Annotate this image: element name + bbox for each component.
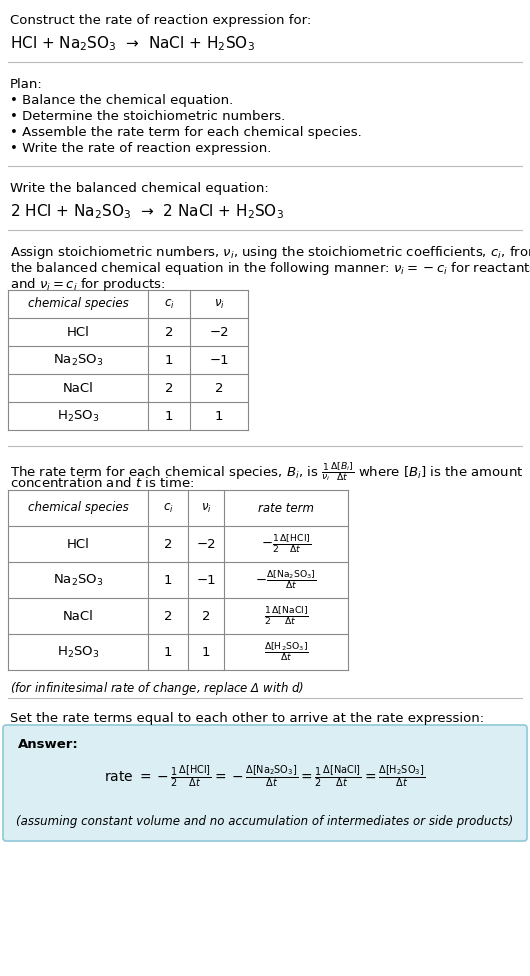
Text: 2: 2 [164,609,172,623]
Text: Set the rate terms equal to each other to arrive at the rate expression:: Set the rate terms equal to each other t… [10,712,484,725]
Text: • Write the rate of reaction expression.: • Write the rate of reaction expression. [10,142,271,155]
Text: $-\frac{\Delta[\mathrm{Na_2SO_3}]}{\Delta t}$: $-\frac{\Delta[\mathrm{Na_2SO_3}]}{\Delt… [255,569,317,591]
Text: $\nu_i$: $\nu_i$ [214,298,224,310]
Text: and $\nu_i = c_i$ for products:: and $\nu_i = c_i$ for products: [10,276,165,293]
Text: 2 HCl + Na$_2$SO$_3$  →  2 NaCl + H$_2$SO$_3$: 2 HCl + Na$_2$SO$_3$ → 2 NaCl + H$_2$SO$… [10,202,284,221]
Text: concentration and $t$ is time:: concentration and $t$ is time: [10,476,194,490]
Text: • Balance the chemical equation.: • Balance the chemical equation. [10,94,233,107]
Text: 2: 2 [202,609,210,623]
Text: −1: −1 [209,353,229,367]
Text: H$_2$SO$_3$: H$_2$SO$_3$ [57,408,99,424]
Text: H$_2$SO$_3$: H$_2$SO$_3$ [57,644,99,660]
Text: HCl: HCl [67,538,90,550]
Text: HCl: HCl [67,326,90,339]
Text: rate term: rate term [258,502,314,514]
Text: $\frac{1}{2}\frac{\Delta[\mathrm{NaCl}]}{\Delta t}$: $\frac{1}{2}\frac{\Delta[\mathrm{NaCl}]}… [263,605,308,627]
Text: 1: 1 [164,645,172,659]
Text: 1: 1 [202,645,210,659]
FancyBboxPatch shape [3,725,527,841]
Text: $c_i$: $c_i$ [164,298,174,310]
Text: $\frac{\Delta[\mathrm{H_2SO_3}]}{\Delta t}$: $\frac{\Delta[\mathrm{H_2SO_3}]}{\Delta … [263,640,308,664]
Text: chemical species: chemical species [28,298,128,310]
Text: Plan:: Plan: [10,78,43,91]
Text: chemical species: chemical species [28,502,128,514]
Text: NaCl: NaCl [63,609,93,623]
Text: 1: 1 [165,353,173,367]
Text: 2: 2 [165,382,173,394]
Text: Answer:: Answer: [18,738,79,751]
Text: 2: 2 [165,326,173,339]
Text: (assuming constant volume and no accumulation of intermediates or side products): (assuming constant volume and no accumul… [16,816,514,829]
Text: 1: 1 [215,410,223,423]
Text: Construct the rate of reaction expression for:: Construct the rate of reaction expressio… [10,14,311,27]
Text: Write the balanced chemical equation:: Write the balanced chemical equation: [10,182,269,195]
Text: rate $= -\frac{1}{2}\frac{\Delta[\mathrm{HCl}]}{\Delta t} = -\frac{\Delta[\mathr: rate $= -\frac{1}{2}\frac{\Delta[\mathrm… [104,763,426,789]
Text: 2: 2 [215,382,223,394]
Text: Na$_2$SO$_3$: Na$_2$SO$_3$ [53,352,103,368]
Text: • Determine the stoichiometric numbers.: • Determine the stoichiometric numbers. [10,110,285,123]
Text: 1: 1 [165,410,173,423]
Text: −2: −2 [209,326,229,339]
Text: −1: −1 [196,574,216,587]
Text: Na$_2$SO$_3$: Na$_2$SO$_3$ [53,573,103,588]
Text: NaCl: NaCl [63,382,93,394]
Text: the balanced chemical equation in the following manner: $\nu_i = -c_i$ for react: the balanced chemical equation in the fo… [10,260,530,277]
Text: $\nu_i$: $\nu_i$ [200,502,211,514]
Text: • Assemble the rate term for each chemical species.: • Assemble the rate term for each chemic… [10,126,362,139]
Text: $-\frac{1}{2}\frac{\Delta[\mathrm{HCl}]}{\Delta t}$: $-\frac{1}{2}\frac{\Delta[\mathrm{HCl}]}… [261,533,311,555]
Text: −2: −2 [196,538,216,550]
Text: (for infinitesimal rate of change, replace Δ with $d$): (for infinitesimal rate of change, repla… [10,680,304,697]
Text: HCl + Na$_2$SO$_3$  →  NaCl + H$_2$SO$_3$: HCl + Na$_2$SO$_3$ → NaCl + H$_2$SO$_3$ [10,34,255,53]
Text: 1: 1 [164,574,172,587]
Text: The rate term for each chemical species, $B_i$, is $\frac{1}{\nu_i}\frac{\Delta[: The rate term for each chemical species,… [10,460,524,483]
Text: Assign stoichiometric numbers, $\nu_i$, using the stoichiometric coefficients, $: Assign stoichiometric numbers, $\nu_i$, … [10,244,530,261]
Text: $c_i$: $c_i$ [163,502,173,514]
Text: 2: 2 [164,538,172,550]
